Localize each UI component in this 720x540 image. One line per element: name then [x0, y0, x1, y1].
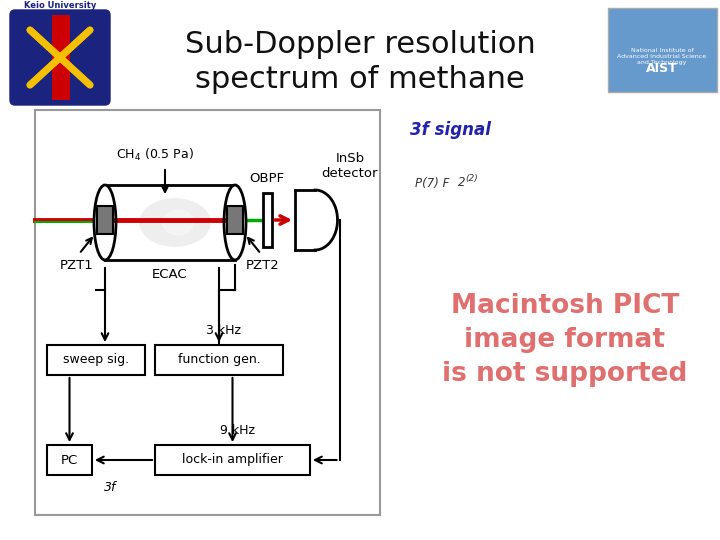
Ellipse shape [139, 198, 211, 247]
Text: PC: PC [61, 454, 78, 467]
Text: National Institute of
Advanced Industrial Science
and Technology: National Institute of Advanced Industria… [618, 48, 706, 65]
FancyBboxPatch shape [35, 110, 380, 515]
Ellipse shape [94, 185, 116, 260]
Text: sweep sig.: sweep sig. [63, 354, 129, 367]
Text: 9 kHz: 9 kHz [220, 424, 255, 437]
Text: PZT1: PZT1 [60, 259, 94, 272]
Bar [155, 445, 310, 475]
Bar [52, 15, 70, 100]
Bar [47, 345, 145, 375]
Bar [263, 193, 272, 247]
Text: lock-in amplifier: lock-in amplifier [182, 454, 283, 467]
Text: 3 kHz: 3 kHz [207, 324, 241, 337]
Text: ECAC: ECAC [152, 268, 188, 281]
Ellipse shape [292, 190, 338, 250]
Bar [97, 206, 113, 234]
Ellipse shape [162, 210, 194, 235]
Ellipse shape [224, 185, 246, 260]
Text: (2): (2) [465, 173, 478, 183]
Bar [227, 206, 243, 234]
Text: P(7) F: P(7) F [415, 177, 449, 190]
Text: Keio University: Keio University [24, 1, 96, 10]
FancyBboxPatch shape [608, 8, 717, 92]
Bar [295, 190, 315, 250]
Text: PZT2: PZT2 [246, 259, 280, 272]
Text: 3f signal: 3f signal [410, 121, 491, 139]
Text: AIST: AIST [646, 62, 678, 75]
Text: function gen.: function gen. [178, 354, 261, 367]
Text: 2: 2 [458, 177, 466, 190]
Text: OBPF: OBPF [249, 172, 284, 185]
Bar [105, 185, 235, 260]
Bar [47, 445, 92, 475]
Text: InSb
detector: InSb detector [322, 152, 378, 180]
Text: Macintosh PICT
image format
is not supported: Macintosh PICT image format is not suppo… [442, 293, 688, 387]
Text: Sub-Doppler resolution
spectrum of methane: Sub-Doppler resolution spectrum of metha… [184, 30, 536, 94]
Text: 3f: 3f [104, 481, 116, 494]
Text: CH$_4$ (0.5 Pa): CH$_4$ (0.5 Pa) [116, 147, 194, 163]
FancyBboxPatch shape [10, 10, 110, 105]
Bar [155, 345, 283, 375]
